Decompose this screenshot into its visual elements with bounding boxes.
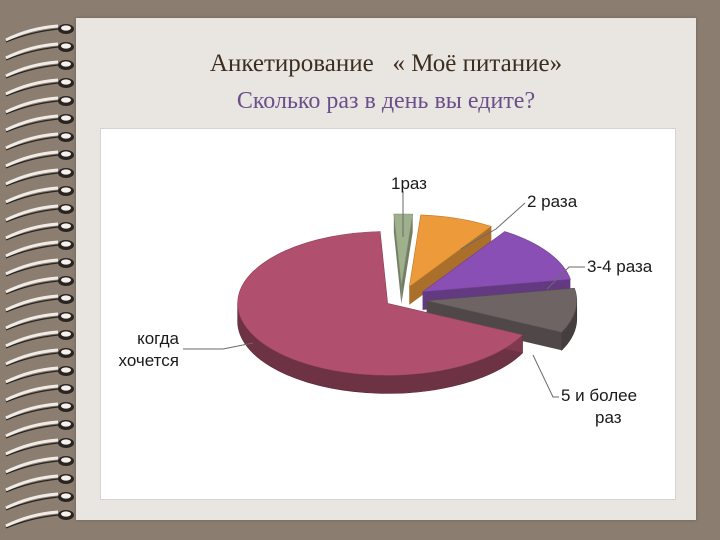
chart-area: 1раз 2 раза 3-4 раза 5 и более раз когда хочет… (100, 128, 676, 500)
pie-slice (426, 287, 578, 352)
spiral-ring (5, 258, 74, 277)
pie-slice (408, 214, 492, 305)
spiral-ring (5, 366, 74, 385)
spiral-ring (5, 294, 74, 313)
pie-slice (237, 231, 524, 394)
spiral-ring (5, 492, 74, 511)
spiral-ring (5, 276, 74, 295)
pie-chart: 1раз 2 раза 3-4 раза 5 и более раз когда хочет… (119, 174, 653, 427)
spiral-ring (5, 222, 74, 241)
spiral-ring (5, 114, 74, 133)
spiral-ring (5, 42, 74, 61)
leader-line (460, 202, 526, 250)
notebook-spiral (5, 24, 74, 529)
slice-label: раз (595, 408, 622, 427)
spiral-ring (5, 204, 74, 223)
slice-label: 3-4 раза (587, 257, 653, 276)
spiral-ring (5, 474, 74, 493)
slide-subtitle: Сколько раз в день вы едите? (236, 88, 536, 114)
spiral-ring (5, 240, 74, 259)
spiral-ring (5, 150, 74, 169)
spiral-ring (5, 420, 74, 439)
slice-label: 1раз (391, 174, 427, 193)
slide-title: Анкетирование « Моё питание» (209, 50, 563, 77)
spiral-ring (5, 330, 74, 349)
slice-label: 5 и более (561, 386, 637, 405)
pie-slice (393, 213, 414, 305)
spiral-ring (5, 438, 74, 457)
spiral-ring (5, 24, 74, 43)
slice-label: хочется (119, 351, 179, 370)
spiral-ring (5, 348, 74, 367)
spiral-ring (5, 78, 74, 97)
spiral-ring (5, 60, 74, 79)
slice-label: когда (137, 329, 179, 348)
spiral-ring (5, 402, 74, 421)
slice-label: 2 раза (527, 192, 578, 211)
spiral-ring (5, 168, 74, 187)
spiral-ring (5, 96, 74, 115)
spiral-ring (5, 510, 74, 529)
leader-line (546, 266, 585, 290)
spiral-ring (5, 456, 74, 475)
leader-line (183, 342, 254, 350)
spiral-ring (5, 132, 74, 151)
spiral-ring (5, 312, 74, 331)
spiral-ring (5, 186, 74, 205)
leader-line (532, 354, 559, 398)
spiral-ring (5, 384, 74, 403)
